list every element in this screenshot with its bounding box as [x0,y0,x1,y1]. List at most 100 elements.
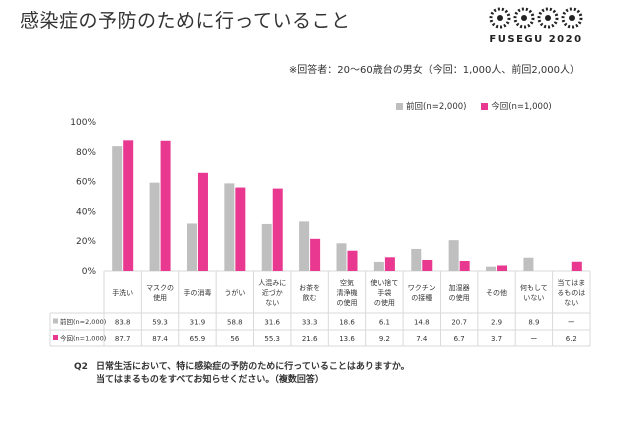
category-label: いない [523,294,544,302]
data-label-current: 87.7 [115,335,131,343]
category-label: の使用 [449,293,470,302]
data-label-previous: 83.8 [115,319,131,327]
category-label: の使用 [374,298,395,307]
data-label-previous: 31.6 [264,319,280,327]
bar-current [160,140,171,271]
bar-previous [411,248,422,271]
question-line-1: 日常生活において、特に感染症の予防のために行っていることはありますか。 [96,362,410,372]
bar-previous [224,183,235,271]
bar-previous [448,240,459,271]
category-label: 人混みに [258,278,286,287]
category-label: 使用 [153,293,167,302]
data-label-current: 21.6 [302,335,318,343]
category-label: の接種 [411,293,432,302]
data-label-previous: ー [568,319,575,327]
bar-current [384,257,395,271]
legend-label-previous: 前回(n=2,000) [406,102,467,112]
legend-item-current: 今回(n=1,000) [481,100,552,112]
bar-current [272,188,283,271]
data-label-previous: 33.3 [302,319,318,327]
category-label: 何もして [520,283,548,292]
bar-previous [112,146,123,271]
bar-previous [336,243,347,271]
bar-previous [373,261,384,271]
bar-current [422,259,433,271]
row-key-previous [53,318,58,324]
respondent-note: ※回答者：20～60歳台の男女（今回：1,000人、前回2,000人） [288,65,580,76]
y-tick-label: 60% [76,178,96,188]
category-label: 使い捨て [370,278,398,287]
legend-item-previous: 前回(n=2,000) [396,100,466,112]
category-label: お茶を [299,283,320,292]
category-label: 飲む [303,293,317,302]
category-label: 空気 [340,278,354,287]
category-label: 手洗い [112,288,133,297]
data-label-current: 56 [230,335,239,343]
category-label: るものは [557,289,585,297]
bar-current [310,238,321,271]
fusegu-logo: FUSEGU 2020 [486,6,586,48]
data-label-previous: 6.1 [379,319,390,327]
y-tick-label: 0% [82,267,97,277]
y-tick-label: 20% [76,237,96,247]
question-line-2: 当てはまるものをすべてお知らせください。（複数回答） [96,375,324,385]
bar-current [197,172,208,271]
data-label-current: 65.9 [190,335,206,343]
legend-swatch-current [481,103,489,110]
data-label-current: 9.2 [379,335,390,343]
data-label-previous: 14.8 [414,319,430,327]
row-header-label: 今回(n=1,000) [60,334,106,343]
data-label-current: 6.7 [454,335,465,343]
data-label-previous: 2.9 [491,319,502,327]
data-label-current: ー [530,335,537,343]
category-label: 清浄機 [337,288,358,297]
survey-question: Q2 日常生活において、特に感染症の予防のために行っていることはありますか。 当て… [74,361,410,387]
category-label: 手袋 [377,288,391,297]
page-title: 感染症の予防のために行っていること [20,10,351,32]
bar-previous [186,223,197,271]
data-label-previous: 31.9 [190,319,206,327]
bar-previous [523,257,534,271]
bar-current [459,261,470,271]
y-tick-label: 40% [76,207,96,217]
chart-legend: 前回(n=2,000) 今回(n=1,000) [396,100,564,112]
data-label-current: 3.7 [491,335,502,343]
logo-text: FUSEGU 2020 [489,34,583,45]
category-label: 手の消毒 [183,288,211,297]
y-tick-label: 80% [76,148,96,158]
bar-previous [486,266,497,271]
data-label-previous: 18.6 [339,319,355,327]
category-label: ない [265,299,279,307]
y-tick-label: 100% [70,118,96,128]
bar-previous [299,221,310,271]
data-label-previous: 20.7 [451,319,467,327]
category-label: うがい [224,288,245,297]
logo-emblem [489,7,583,29]
category-label: 当てはま [557,278,585,287]
category-label: 近づか [262,288,283,297]
data-label-previous: 8.9 [528,319,539,327]
category-label: ワクチン [408,284,436,292]
bar-current [347,250,358,271]
legend-label-current: 今回(n=1,000) [491,102,552,112]
category-label: 加湿器 [449,283,470,292]
category-label: マスクの [146,284,174,292]
row-key-current [53,335,58,340]
data-label-current: 13.6 [339,335,355,343]
data-label-current: 7.4 [416,335,428,343]
data-label-previous: 59.3 [152,319,168,327]
category-label: ない [564,299,578,307]
bar-current [235,187,246,271]
category-label: その他 [486,288,507,297]
bar-current [571,261,582,271]
bar-current [123,140,134,271]
bar-previous [261,223,272,271]
bar-current [497,265,508,271]
legend-swatch-previous [396,103,403,110]
data-label-current: 87.4 [152,335,168,343]
row-header-label: 前回(n=2,000) [60,317,106,326]
category-label: の使用 [337,298,358,307]
data-label-current: 55.3 [264,335,280,343]
